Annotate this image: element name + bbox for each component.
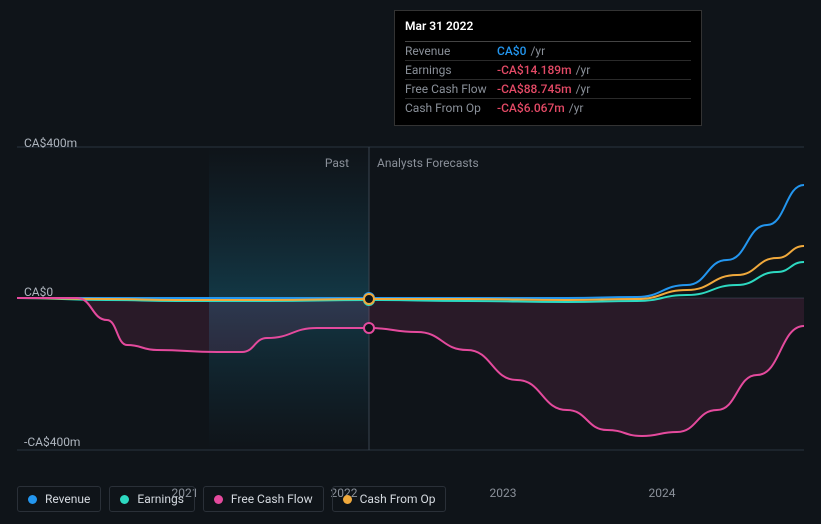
tooltip-unit: /yr: [576, 63, 591, 77]
legend-dot: [28, 495, 37, 504]
x-axis-label: 2023: [490, 486, 517, 500]
tooltip-value: CA$0: [497, 44, 526, 58]
y-axis-label: CA$400m: [24, 136, 77, 150]
legend-label: Revenue: [45, 492, 90, 506]
tooltip-row: Cash From Op-CA$6.067m/yr: [405, 98, 691, 117]
legend-dot: [214, 495, 223, 504]
legend-dot: [120, 495, 129, 504]
tooltip-unit: /yr: [569, 101, 584, 115]
x-axis-label: 2024: [649, 486, 676, 500]
tooltip-label: Earnings: [405, 63, 497, 77]
legend-item[interactable]: Cash From Op: [332, 486, 447, 512]
tooltip-row: Free Cash Flow-CA$88.745m/yr: [405, 79, 691, 98]
y-axis-label: CA$0: [24, 285, 53, 299]
legend-dot: [343, 495, 352, 504]
section-label: Analysts Forecasts: [377, 156, 479, 170]
tooltip-value: -CA$14.189m: [497, 63, 572, 77]
chart-legend: Revenue Earnings Free Cash Flow Cash From O…: [17, 486, 446, 512]
tooltip-unit: /yr: [530, 44, 545, 58]
tooltip-row: Earnings-CA$14.189m/yr: [405, 60, 691, 79]
legend-item[interactable]: Earnings: [109, 486, 195, 512]
tooltip-value: -CA$88.745m: [497, 82, 572, 96]
tooltip-value: -CA$6.067m: [497, 101, 565, 115]
legend-item[interactable]: Free Cash Flow: [203, 486, 324, 512]
legend-item[interactable]: Revenue: [17, 486, 101, 512]
tooltip-label: Cash From Op: [405, 101, 497, 115]
tooltip-label: Free Cash Flow: [405, 82, 497, 96]
legend-label: Free Cash Flow: [231, 492, 313, 506]
tooltip-label: Revenue: [405, 44, 497, 58]
chart-tooltip: Mar 31 2022 RevenueCA$0/yrEarnings-CA$14…: [394, 10, 702, 126]
tooltip-unit: /yr: [576, 82, 591, 96]
tooltip-date: Mar 31 2022: [405, 19, 691, 37]
section-label: Past: [325, 156, 349, 170]
legend-label: Cash From Op: [360, 492, 436, 506]
y-axis-label: -CA$400m: [24, 435, 80, 449]
tooltip-row: RevenueCA$0/yr: [405, 41, 691, 60]
legend-label: Earnings: [137, 492, 184, 506]
